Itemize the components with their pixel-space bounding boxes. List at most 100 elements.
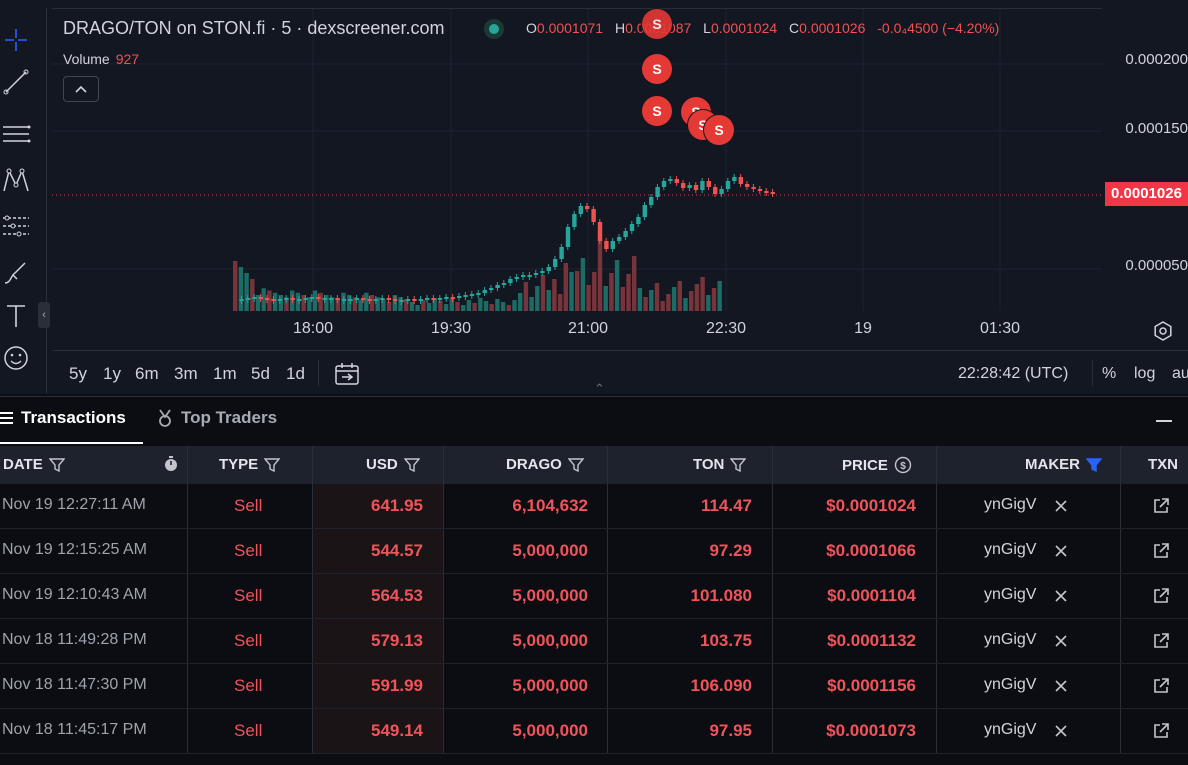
range-3m[interactable]: 3m [174,364,198,383]
volume-bar [706,295,711,311]
candle [764,191,769,193]
volume-bar [307,297,312,311]
brush-icon[interactable] [0,256,32,288]
range-5y[interactable]: 5y [69,364,87,383]
candle [636,217,641,224]
table-row[interactable]: Nov 19 12:27:11 AM Sell 641.95 6,104,632 114… [0,484,1188,529]
header-type[interactable]: TYPE [219,456,281,473]
tab-transactions[interactable]: Transactions [0,408,126,428]
table-row[interactable]: Nov 18 11:45:17 PM Sell 549.14 5,000,000 97.… [0,709,1188,754]
percent-toggle[interactable]: % [1102,365,1117,382]
candle [604,241,609,249]
timer-icon[interactable] [163,455,179,473]
close-icon[interactable] [1054,679,1068,693]
candle [681,183,686,188]
range-1y[interactable]: 1y [103,364,121,383]
table-row[interactable]: Nov 18 11:49:28 PM Sell 579.13 5,000,000 103… [0,619,1188,664]
range-6m[interactable]: 6m [135,364,159,383]
volume-bar [506,305,511,311]
candle [661,181,667,187]
external-link-icon[interactable] [1152,497,1170,515]
header-ton[interactable]: TON [693,456,747,473]
range-1d[interactable]: 1d [286,364,305,383]
emoji-icon[interactable] [0,342,32,374]
tab-top-traders[interactable]: Top Traders [157,408,277,428]
filter-icon[interactable] [730,457,747,472]
range-1m[interactable]: 1m [213,364,237,383]
candle [341,299,347,301]
volume-bar [426,303,432,311]
header-price[interactable]: PRICE $ [842,456,912,474]
maker-cell[interactable]: ynGigV [984,541,1037,558]
close-icon[interactable] [1054,589,1068,603]
minimize-button[interactable] [1156,420,1172,422]
price-plot[interactable] [52,8,1102,311]
candle [329,298,334,300]
compare-icon[interactable] [334,362,360,386]
close-icon[interactable] [1054,634,1068,648]
sell-marker[interactable]: S [704,115,734,145]
fib-icon[interactable] [0,118,32,150]
volume-bar [518,293,523,311]
active-tab-indicator [0,442,143,444]
candle [540,271,545,273]
header-drago[interactable]: DRAGO [506,456,584,473]
table-row[interactable]: Nov 19 12:10:43 AM Sell 564.53 5,000,000 101… [0,574,1188,619]
dollar-icon[interactable]: $ [894,456,912,474]
close-icon[interactable] [1054,499,1068,513]
candle [245,298,251,300]
x-axis-label: 19:30 [430,320,472,337]
maker-cell[interactable]: ynGigV [984,496,1037,513]
pattern-icon[interactable] [0,164,32,196]
settings-icon[interactable] [1152,320,1174,342]
header-date[interactable]: DATE [3,456,65,473]
auto-toggle[interactable]: auto [1172,365,1188,382]
collapse-legend-button[interactable] [63,76,99,102]
external-link-icon[interactable] [1152,542,1170,560]
maker-cell[interactable]: ynGigV [984,676,1037,693]
candle [623,231,628,237]
volume-bar [609,273,614,311]
text-icon[interactable] [0,300,32,332]
filter-icon[interactable] [48,457,65,472]
close-icon[interactable] [1054,544,1068,558]
table-row[interactable]: Nov 18 11:47:30 PM Sell 591.99 5,000,000 106… [0,664,1188,709]
chart-panel[interactable] [0,0,1188,394]
measure-icon[interactable] [0,210,32,242]
x-axis-label: 01:30 [979,320,1021,337]
header-usd[interactable]: USD [366,456,420,473]
candle [668,179,673,181]
candle [501,283,507,285]
x-axis-label: 18:00 [292,320,334,337]
external-link-icon[interactable] [1152,722,1170,740]
filter-icon[interactable] [403,457,420,472]
volume-bar [626,274,631,311]
volume-bar [563,263,568,311]
external-link-icon[interactable] [1152,632,1170,650]
volume-bar [335,299,340,311]
filter-icon[interactable] [1086,457,1102,472]
trendline-icon[interactable] [0,66,32,98]
external-link-icon[interactable] [1152,587,1170,605]
volume-bar [347,295,352,311]
sell-marker[interactable]: S [642,9,672,39]
table-row[interactable]: Nov 19 12:15:25 AM Sell 544.57 5,000,000 97.… [0,529,1188,574]
sell-marker[interactable]: S [642,96,672,126]
sell-marker[interactable]: S [642,54,672,84]
log-toggle[interactable]: log [1134,365,1156,382]
external-link-icon[interactable] [1152,677,1170,695]
maker-cell[interactable]: ynGigV [984,586,1037,603]
utc-clock[interactable]: 22:28:42 (UTC) [958,365,1069,382]
maker-cell[interactable]: ynGigV [984,721,1037,738]
volume-bar [449,299,454,311]
close-icon[interactable] [1054,724,1068,738]
maker-cell[interactable]: ynGigV [984,631,1037,648]
toolbar-collapse-button[interactable]: ‹ [38,302,50,328]
volume-bar [358,299,363,311]
header-maker[interactable]: MAKER [1025,456,1102,473]
crosshair-icon[interactable] [0,24,32,56]
usd-cell: 591.99 [371,676,423,695]
range-5d[interactable]: 5d [251,364,270,383]
filter-icon[interactable] [567,457,584,472]
filter-icon[interactable] [264,457,281,472]
